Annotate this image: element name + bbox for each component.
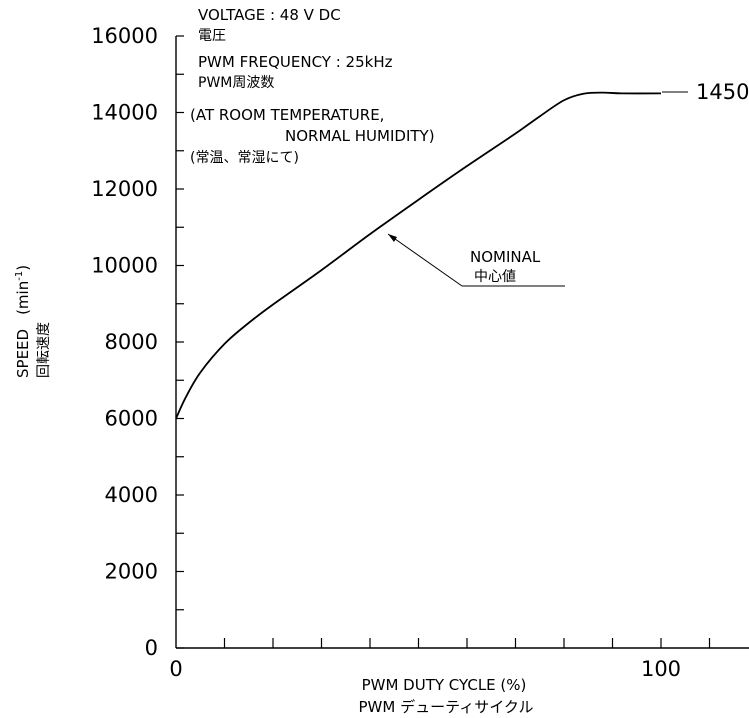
nominal-leader-arrowhead — [388, 234, 397, 242]
x-axis-label-jp: PWM デューティサイクル — [359, 698, 534, 716]
y-tick-label: 8000 — [105, 330, 158, 354]
x-ticks: 0 100 — [169, 638, 711, 681]
y-ticks: 0 2000 4000 6000 8000 10000 12000 14000 16000 — [91, 24, 184, 660]
y-axis-label-jp: 回転速度 — [36, 322, 52, 378]
y-axis-label-unit-close: ) — [14, 265, 32, 271]
y-tick-label: 10000 — [91, 254, 158, 278]
y-tick-label: 16000 — [91, 24, 158, 48]
nominal-leader-diagonal — [387, 233, 463, 287]
nominal-label-jp: 中心値 — [474, 269, 516, 285]
x-axis-label: PWM DUTY CYCLE (%) — [362, 676, 527, 694]
x-tick-label: 100 — [641, 657, 681, 681]
nominal-label: NOMINAL — [470, 248, 541, 266]
condition-environment-line1: (AT ROOM TEMPERATURE, — [190, 106, 384, 124]
series-line-nominal — [175, 91, 662, 419]
y-tick-label: 2000 — [105, 560, 158, 584]
condition-voltage: VOLTAGE : 48 V DC — [198, 6, 341, 24]
y-axis-label: SPEED (min-1) — [14, 265, 32, 378]
end-value-label: 14500 — [696, 80, 749, 104]
condition-environment-line2: NORMAL HUMIDITY) — [285, 127, 435, 145]
series-layer — [175, 91, 662, 419]
y-axis-label-name: SPEED — [14, 329, 32, 378]
y-axis-label-unit: (min — [14, 281, 32, 315]
y-axis-label-unit-sup: -1 — [14, 271, 25, 281]
condition-pwm-frequency: PWM FREQUENCY : 25kHz — [198, 53, 393, 71]
condition-voltage-jp: 電圧 — [198, 28, 226, 44]
condition-pwm-frequency-jp: PWM周波数 — [198, 75, 274, 91]
x-tick-label: 0 — [169, 657, 182, 681]
y-tick-label: 14000 — [91, 101, 158, 125]
y-tick-label: 0 — [145, 636, 158, 660]
y-tick-label: 6000 — [105, 407, 158, 431]
y-tick-label: 12000 — [91, 177, 158, 201]
y-tick-label: 4000 — [105, 483, 158, 507]
condition-environment-jp: (常温、常湿にて) — [190, 150, 299, 166]
